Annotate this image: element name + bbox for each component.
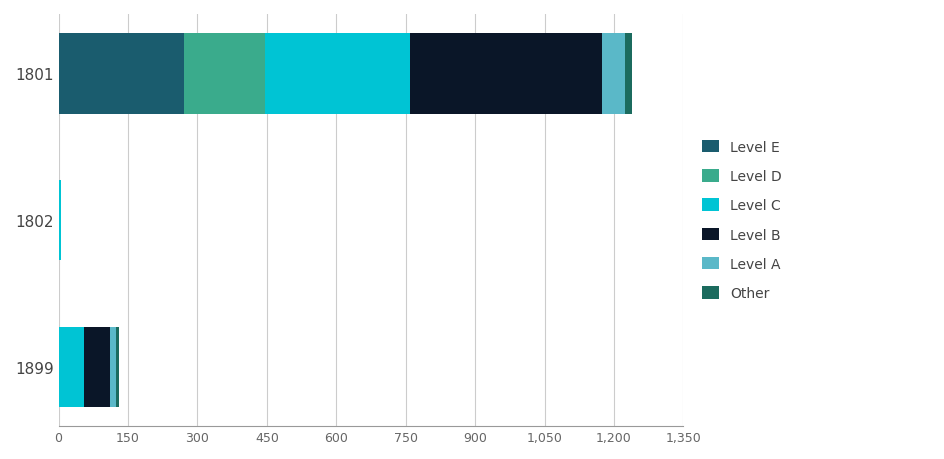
Bar <box>59 327 84 408</box>
Bar <box>116 327 119 408</box>
Bar <box>59 180 60 261</box>
Legend: Level E, Level D, Level C, Level B, Level A, Other: Level E, Level D, Level C, Level B, Leve… <box>696 135 786 306</box>
Bar <box>59 34 183 114</box>
Bar <box>110 327 116 408</box>
Bar <box>264 34 410 114</box>
Bar <box>625 34 632 114</box>
Bar <box>410 34 601 114</box>
Bar <box>84 327 110 408</box>
Bar <box>183 34 264 114</box>
Bar <box>601 34 625 114</box>
